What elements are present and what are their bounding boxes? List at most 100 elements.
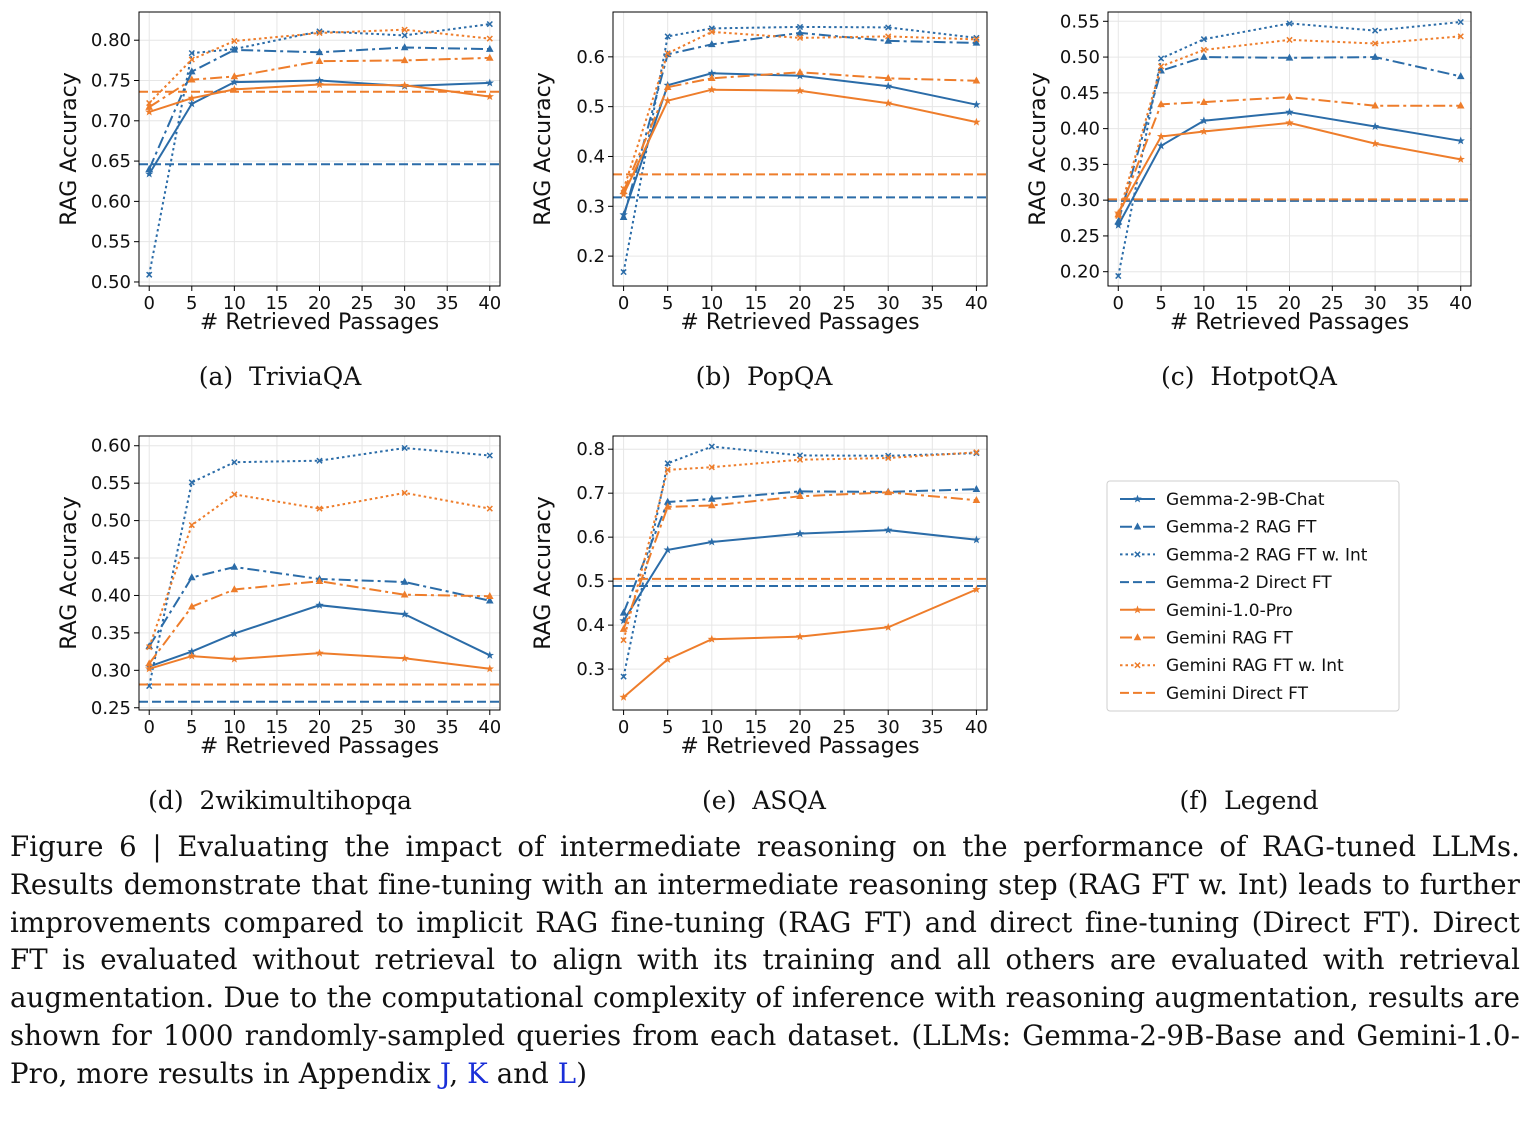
series-line-gemma-2-rag-ft-w-int bbox=[148, 446, 490, 687]
x-tick-label: 15 bbox=[265, 717, 288, 738]
x-tick-label: 0 bbox=[1113, 293, 1124, 314]
x-tick-label: 5 bbox=[1155, 293, 1166, 314]
y-tick-label: 0.40 bbox=[91, 585, 131, 606]
y-tick-label: 0.50 bbox=[1060, 47, 1100, 68]
figure-panels: 0 5 10 15 20 25 30 35 400.500.550.600.650.700.75… bbox=[57, 11, 1472, 759]
x-tick-label: 10 bbox=[223, 293, 246, 314]
x-tick-label: 0 bbox=[618, 717, 629, 738]
y-tick-label: 0.60 bbox=[91, 191, 131, 212]
data-point-gemini-rag-ft bbox=[619, 624, 628, 632]
y-tick-label: 0.2 bbox=[576, 246, 605, 267]
data-point-gemini-rag-ft-w-int bbox=[796, 456, 804, 463]
data-point-gemma-2-9b-chat bbox=[485, 650, 494, 659]
y-tick-label: 0.75 bbox=[91, 71, 131, 92]
data-point-gemini-rag-ft bbox=[884, 74, 893, 82]
data-point-gemini-rag-ft bbox=[145, 659, 154, 667]
series-line-gemini-rag-ft-w-int bbox=[1117, 35, 1461, 217]
data-point-gemma-2-rag-ft bbox=[1114, 217, 1123, 225]
x-tick-label: 35 bbox=[921, 717, 944, 738]
data-point-gemini-rag-ft-w-int bbox=[146, 643, 153, 651]
series-line-gemma-2-9b-chat bbox=[148, 79, 490, 175]
x-tick-label: 20 bbox=[789, 717, 812, 738]
data-point-gemini-rag-ft-w-int bbox=[620, 185, 627, 192]
series-line-gemini-rag-ft bbox=[148, 580, 490, 665]
y-tick-label: 0.35 bbox=[91, 623, 131, 644]
data-point-gemma-2-rag-ft-w-int bbox=[1371, 27, 1379, 34]
x-tick-label: 15 bbox=[744, 293, 767, 314]
data-point-gemma-2-rag-ft bbox=[884, 36, 893, 44]
series-line-gemini-1-0-pro bbox=[622, 88, 977, 195]
y-axis-label: RAG Accuracy bbox=[57, 496, 82, 650]
data-point-gemma-2-rag-ft bbox=[187, 67, 196, 75]
data-point-gemma-2-rag-ft bbox=[315, 48, 324, 56]
x-axis-label: # Retrieved Passages bbox=[680, 310, 919, 335]
data-point-gemma-2-rag-ft bbox=[796, 487, 804, 495]
series-line-gemma-2-9b-chat bbox=[1117, 111, 1461, 226]
series-line-gemma-2-rag-ft bbox=[148, 46, 490, 170]
legend-label-gemma-2-9b-chat: Gemma-2-9B-Chat bbox=[1166, 490, 1325, 510]
data-point-gemini-rag-ft-w-int bbox=[1115, 212, 1122, 220]
legend-label-gemma-2-rag-ft-w-int: Gemma-2 RAG FT w. Int bbox=[1166, 545, 1368, 565]
y-tick-label: 0.6 bbox=[576, 527, 605, 548]
caption-sep: and bbox=[487, 1056, 558, 1090]
legend-marker-gemini-rag-ft bbox=[1133, 633, 1142, 641]
plot-area bbox=[613, 23, 987, 276]
y-tick-label: 0.80 bbox=[91, 30, 131, 51]
legend-label-gemini-rag-ft-w-int: Gemini RAG FT w. Int bbox=[1166, 656, 1344, 676]
data-point-gemini-rag-ft bbox=[972, 76, 981, 84]
data-point-gemini-1-0-pro bbox=[187, 93, 196, 102]
data-point-gemma-2-9b-chat bbox=[663, 545, 672, 554]
data-point-gemini-rag-ft-w-int bbox=[188, 56, 195, 63]
series-line-gemini-rag-ft bbox=[622, 71, 977, 192]
appendix-link-l[interactable]: L bbox=[557, 1056, 577, 1090]
data-point-gemini-rag-ft bbox=[707, 74, 716, 82]
data-point-gemini-rag-ft bbox=[230, 585, 239, 593]
data-point-gemma-2-rag-ft-w-int bbox=[146, 271, 153, 278]
legend-label-gemini-rag-ft: Gemini RAG FT bbox=[1166, 629, 1293, 649]
y-axis-label: RAG Accuracy bbox=[531, 496, 556, 650]
data-point-gemini-rag-ft-w-int bbox=[1286, 36, 1293, 44]
y-tick-label: 0.3 bbox=[576, 196, 605, 217]
data-point-gemini-rag-ft-w-int bbox=[401, 489, 408, 497]
data-point-gemini-rag-ft bbox=[884, 488, 893, 496]
data-point-gemini-rag-ft bbox=[315, 56, 324, 64]
axes-frame bbox=[612, 435, 988, 711]
data-point-gemma-2-rag-ft-w-int bbox=[316, 457, 323, 464]
x-tick-label: 5 bbox=[186, 293, 197, 314]
data-point-gemma-2-rag-ft bbox=[1456, 72, 1465, 80]
x-tick-label: 40 bbox=[965, 717, 988, 738]
legend-marker-gemma-2-9b-chat bbox=[1133, 494, 1142, 503]
subcaption-a: (a) TriviaQA bbox=[198, 362, 362, 391]
x-tick-label: 0 bbox=[618, 293, 629, 314]
data-point-gemini-rag-ft-w-int bbox=[231, 491, 238, 498]
y-tick-label: 0.45 bbox=[1060, 83, 1100, 104]
x-tick-label: 30 bbox=[877, 293, 900, 314]
data-point-gemini-rag-ft-w-int bbox=[486, 505, 493, 512]
subcaption-d: (d) 2wikimultihopqa bbox=[148, 786, 412, 815]
series-line-gemma-2-rag-ft-w-int bbox=[622, 445, 977, 677]
data-point-gemma-2-9b-chat bbox=[1456, 136, 1465, 145]
data-point-gemma-2-rag-ft bbox=[619, 608, 628, 616]
data-point-gemini-rag-ft bbox=[230, 72, 239, 80]
data-point-gemini-rag-ft bbox=[972, 496, 981, 504]
x-tick-label: 25 bbox=[833, 293, 856, 314]
data-point-gemma-2-rag-ft-w-int bbox=[188, 49, 195, 57]
data-point-gemini-1-0-pro bbox=[972, 117, 981, 126]
appendix-link-k[interactable]: K bbox=[467, 1056, 488, 1090]
data-point-gemma-2-rag-ft bbox=[485, 44, 494, 52]
x-tick-label: 20 bbox=[308, 293, 331, 314]
data-point-gemma-2-rag-ft-w-int bbox=[664, 460, 671, 467]
subcaption-f: (f) Legend bbox=[1179, 786, 1319, 815]
data-point-gemini-1-0-pro bbox=[1156, 132, 1166, 141]
x-tick-label: 10 bbox=[1192, 293, 1215, 314]
y-tick-label: 0.30 bbox=[1060, 190, 1100, 211]
data-point-gemini-1-0-pro bbox=[795, 632, 805, 641]
x-tick-label: 15 bbox=[744, 717, 767, 738]
plot-area bbox=[139, 444, 500, 703]
data-point-gemma-2-rag-ft-w-int bbox=[796, 23, 804, 31]
data-point-gemini-1-0-pro bbox=[707, 634, 716, 643]
data-point-gemini-1-0-pro bbox=[619, 692, 628, 701]
y-tick-label: 0.5 bbox=[576, 571, 605, 592]
data-point-gemini-rag-ft bbox=[1371, 101, 1379, 109]
appendix-link-j[interactable]: J bbox=[439, 1056, 450, 1090]
